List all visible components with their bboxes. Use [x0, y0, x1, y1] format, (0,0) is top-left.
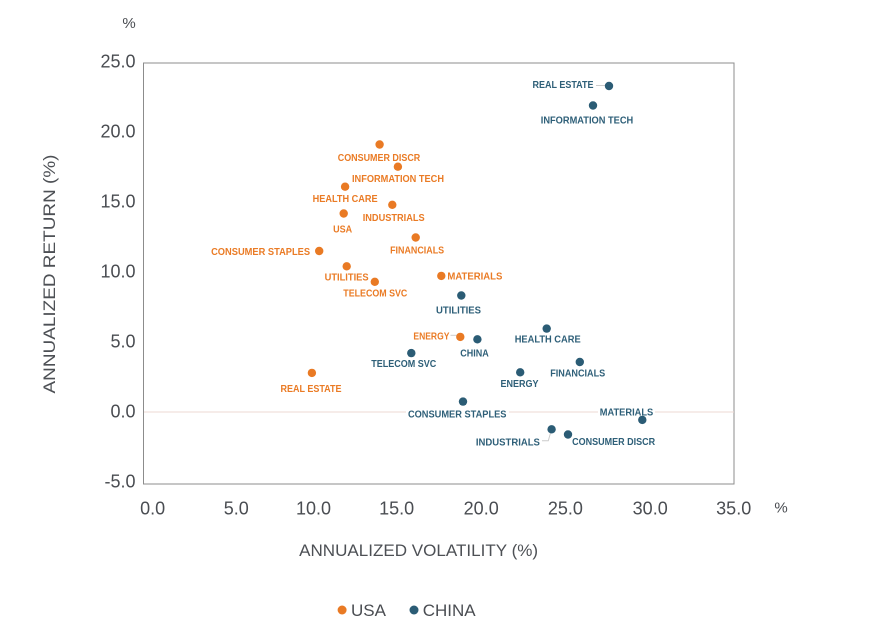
svg-text:CHINA: CHINA: [423, 601, 477, 620]
svg-text:CONSUMER STAPLES: CONSUMER STAPLES: [211, 247, 310, 258]
svg-text:INDUSTRIALS: INDUSTRIALS: [363, 213, 425, 224]
svg-text:CONSUMER STAPLES: CONSUMER STAPLES: [408, 410, 507, 421]
svg-text:REAL ESTATE: REAL ESTATE: [281, 384, 342, 395]
svg-text:ANNUALIZED RETURN (%): ANNUALIZED RETURN (%): [40, 155, 59, 394]
svg-text:35.0: 35.0: [716, 499, 751, 519]
svg-text:TELECOM SVC: TELECOM SVC: [371, 359, 437, 370]
svg-text:INDUSTRIALS: INDUSTRIALS: [476, 438, 540, 449]
svg-text:ENERGY: ENERGY: [413, 332, 449, 343]
svg-text:TELECOM SVC: TELECOM SVC: [343, 289, 408, 300]
svg-text:0.0: 0.0: [110, 401, 135, 421]
svg-text:%: %: [774, 500, 787, 517]
svg-text:FINANCIALS: FINANCIALS: [550, 369, 605, 380]
svg-text:FINANCIALS: FINANCIALS: [390, 246, 444, 257]
svg-text:%: %: [122, 15, 135, 32]
svg-text:ANNUALIZED VOLATILITY (%): ANNUALIZED VOLATILITY (%): [299, 541, 538, 560]
svg-text:INFORMATION TECH: INFORMATION TECH: [352, 174, 444, 185]
svg-text:MATERIALS: MATERIALS: [600, 407, 654, 418]
svg-text:MATERIALS: MATERIALS: [447, 271, 502, 282]
svg-text:10.0: 10.0: [296, 499, 331, 519]
svg-text:10.0: 10.0: [100, 262, 135, 282]
svg-text:HEALTH CARE: HEALTH CARE: [515, 334, 581, 345]
svg-text:20.0: 20.0: [464, 499, 499, 519]
svg-text:30.0: 30.0: [633, 499, 668, 519]
svg-text:CHINA: CHINA: [460, 348, 489, 359]
svg-text:5.0: 5.0: [110, 332, 135, 352]
svg-text:CONSUMER DISCR: CONSUMER DISCR: [338, 153, 421, 164]
svg-text:0.0: 0.0: [140, 499, 165, 519]
svg-text:HEALTH CARE: HEALTH CARE: [313, 194, 378, 205]
svg-text:15.0: 15.0: [100, 192, 135, 212]
svg-text:USA: USA: [333, 224, 353, 235]
svg-text:USA: USA: [351, 601, 387, 620]
svg-text:15.0: 15.0: [379, 499, 414, 519]
svg-text:UTILITIES: UTILITIES: [325, 273, 369, 284]
svg-text:INFORMATION TECH: INFORMATION TECH: [541, 116, 634, 127]
svg-text:20.0: 20.0: [100, 122, 135, 142]
svg-text:-5.0: -5.0: [104, 472, 135, 492]
svg-text:CONSUMER DISCR: CONSUMER DISCR: [572, 437, 656, 448]
svg-text:REAL ESTATE: REAL ESTATE: [533, 80, 594, 91]
svg-text:5.0: 5.0: [224, 499, 249, 519]
svg-text:25.0: 25.0: [100, 52, 135, 72]
svg-text:25.0: 25.0: [548, 499, 583, 519]
svg-text:UTILITIES: UTILITIES: [436, 306, 481, 317]
svg-text:ENERGY: ENERGY: [501, 379, 539, 390]
